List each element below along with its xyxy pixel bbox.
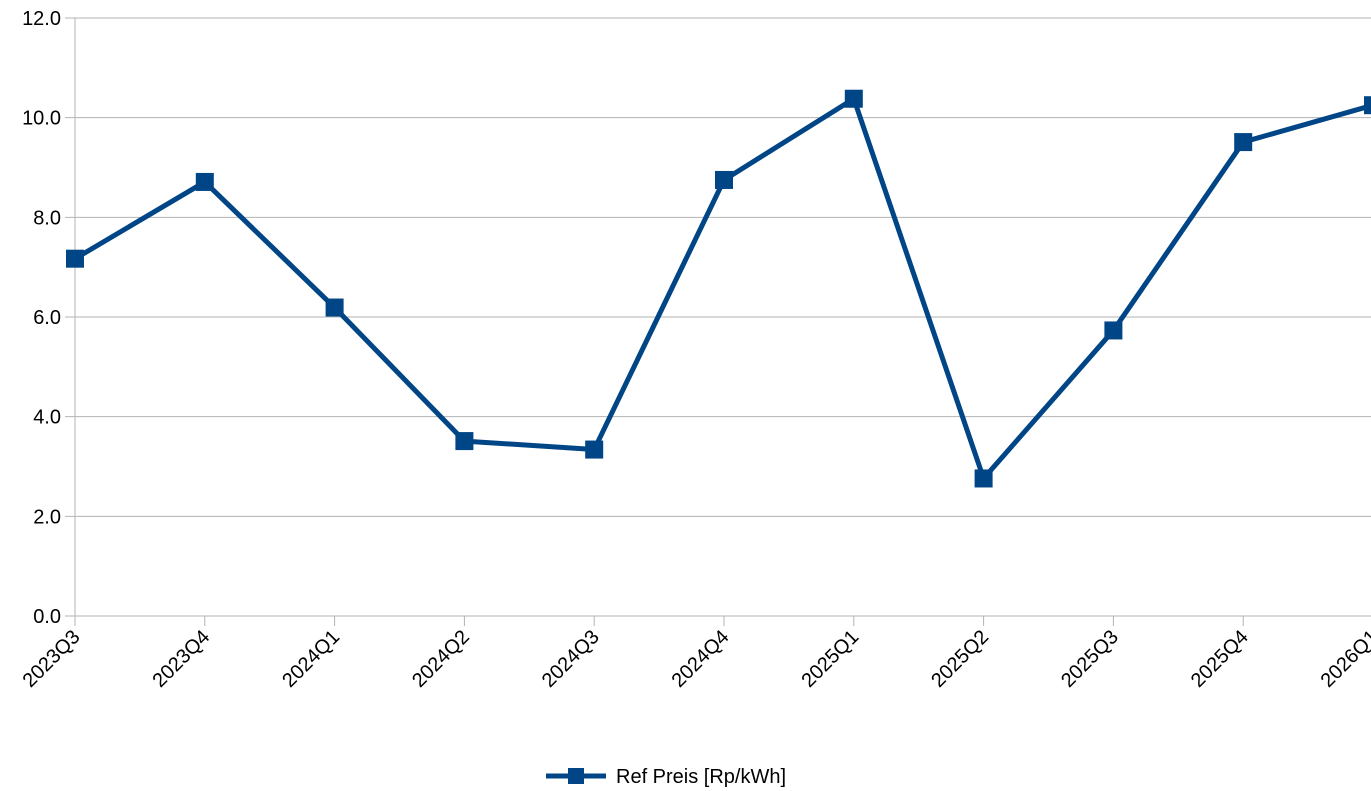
y-tick-label: 0.0 <box>33 606 61 628</box>
data-point-marker <box>585 440 604 459</box>
axes: 0.0 2.0 4.0 6.0 8.0 10.0 12.0 2023Q3 2023Q4 2024Q… <box>19 8 1371 692</box>
x-tick-label: 2025Q3 <box>1057 626 1123 692</box>
x-tick-label: 2023Q3 <box>19 626 85 692</box>
y-tick-label: 2.0 <box>33 506 61 528</box>
x-tick-label: 2024Q3 <box>538 626 604 692</box>
legend-label: Ref Preis [Rp/kWh] <box>616 766 786 788</box>
x-tick-label: 2024Q2 <box>408 626 474 692</box>
data-point-marker <box>844 89 863 108</box>
legend-marker-swatch <box>568 768 584 784</box>
data-point-marker <box>1234 133 1253 152</box>
x-tick-label: 2024Q4 <box>668 626 734 692</box>
y-tick-label: 4.0 <box>33 407 61 429</box>
data-point-marker <box>455 432 474 451</box>
x-tick-label: 2023Q4 <box>148 626 214 692</box>
data-point-marker <box>715 170 733 189</box>
x-tick-label: 2026Q1 <box>1317 626 1371 692</box>
series-line <box>73 96 1371 481</box>
data-point-marker <box>1104 321 1123 340</box>
x-tick-label: 2025Q2 <box>927 626 993 692</box>
x-tick-label: 2024Q1 <box>278 626 344 692</box>
x-tick-label: 2025Q4 <box>1187 626 1253 692</box>
data-point-marker <box>66 249 84 268</box>
x-tick-label: 2025Q1 <box>797 626 863 692</box>
data-point-marker <box>195 172 214 191</box>
y-tick-label: 6.0 <box>33 307 61 329</box>
gridlines <box>65 17 1371 617</box>
legend: Ref Preis [Rp/kWh] <box>546 766 786 788</box>
data-point-marker <box>1364 96 1371 115</box>
data-point-marker <box>974 469 993 488</box>
data-point-marker <box>325 298 344 317</box>
series-layer <box>66 89 1371 488</box>
y-tick-label: 12.0 <box>22 8 61 30</box>
y-tick-label: 8.0 <box>33 207 61 229</box>
y-tick-label: 10.0 <box>22 108 61 130</box>
